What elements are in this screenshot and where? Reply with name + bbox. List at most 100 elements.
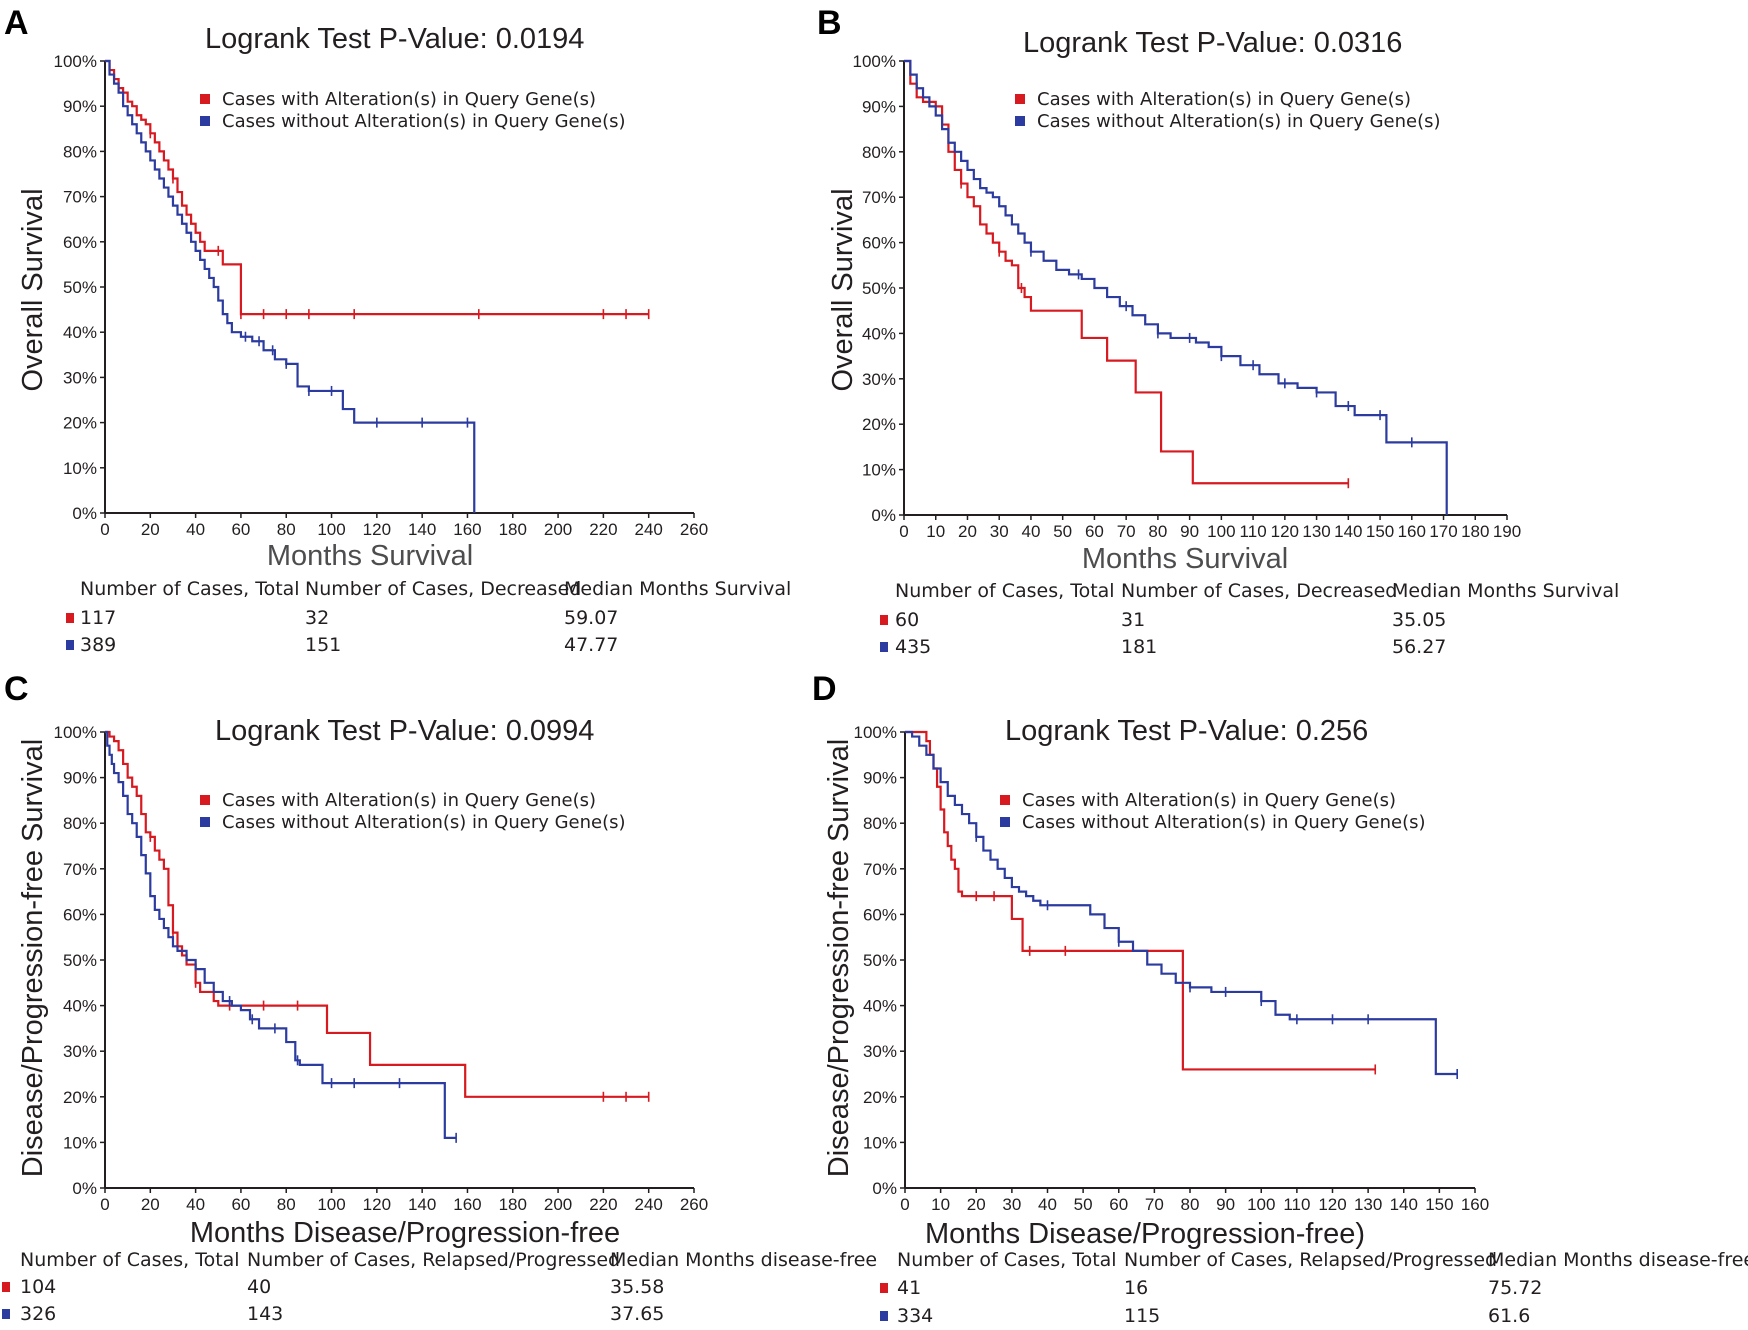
table-cell: 56.27 [1392, 636, 1446, 658]
table-row-marker-altered [2, 1282, 10, 1292]
y-tick-label: 60% [63, 905, 97, 924]
x-tick-label: 40 [1021, 522, 1040, 541]
table-row-marker-unaltered [880, 642, 888, 652]
y-tick-label: 70% [862, 188, 896, 207]
legend-label-altered: Cases with Alteration(s) in Query Gene(s… [1022, 790, 1396, 811]
legend-label-altered: Cases with Alteration(s) in Query Gene(s… [222, 89, 596, 110]
x-tick-label: 200 [544, 1195, 572, 1214]
x-tick-label: 220 [589, 1195, 617, 1214]
table-row-marker-altered [880, 615, 888, 625]
table-cell: 41 [897, 1277, 921, 1299]
y-tick-label: 80% [63, 814, 97, 833]
x-tick-label: 70 [1117, 522, 1136, 541]
y-axis-label: Overall Survival [17, 188, 49, 391]
y-tick-label: 90% [862, 97, 896, 116]
y-tick-label: 10% [863, 1133, 897, 1152]
table-row-marker-unaltered [880, 1311, 888, 1321]
legend-swatch-altered [200, 795, 210, 805]
panel-letter: D [812, 670, 837, 708]
y-tick-label: 0% [872, 1179, 897, 1198]
x-tick-label: 100 [317, 1195, 345, 1214]
x-tick-label: 120 [1318, 1195, 1346, 1214]
table-header: Number of Cases, Total [80, 578, 300, 600]
table-row-marker-altered [880, 1283, 888, 1293]
x-tick-label: 80 [277, 1195, 296, 1214]
x-tick-label: 20 [958, 522, 977, 541]
table-header: Number of Cases, Total [897, 1249, 1117, 1271]
table-header: Number of Cases, Relapsed/Progressed [247, 1249, 620, 1271]
y-tick-label: 50% [863, 951, 897, 970]
table-cell: 181 [1121, 636, 1157, 658]
x-tick-label: 110 [1240, 522, 1267, 541]
panel-letter: C [4, 670, 29, 708]
legend-swatch-altered [200, 94, 210, 104]
y-tick-label: 80% [863, 814, 897, 833]
x-tick-label: 80 [277, 520, 296, 539]
y-tick-label: 80% [63, 142, 97, 161]
x-tick-label: 40 [1038, 1195, 1057, 1214]
x-axis-label: Months Survival [1082, 543, 1288, 575]
table-cell: 31 [1121, 609, 1145, 631]
x-tick-label: 20 [967, 1195, 986, 1214]
table-cell: 143 [247, 1303, 283, 1325]
y-tick-label: 60% [863, 905, 897, 924]
table-header: Median Months Survival [1392, 580, 1619, 602]
y-tick-label: 40% [63, 323, 97, 342]
table-cell: 104 [20, 1276, 56, 1298]
x-tick-label: 120 [363, 1195, 391, 1214]
x-tick-label: 150 [1366, 522, 1394, 541]
x-tick-label: 110 [1283, 1195, 1310, 1214]
table-header: Number of Cases, Relapsed/Progressed [1124, 1249, 1497, 1271]
x-tick-label: 160 [1461, 1195, 1489, 1214]
x-tick-label: 180 [499, 1195, 527, 1214]
y-tick-label: 60% [63, 233, 97, 252]
table-header: Number of Cases, Total [895, 580, 1115, 602]
x-tick-label: 120 [363, 520, 391, 539]
y-tick-label: 70% [63, 188, 97, 207]
x-tick-label: 260 [680, 520, 708, 539]
y-axis-label: Overall Survival [827, 188, 859, 391]
y-tick-label: 70% [863, 860, 897, 879]
table-header: Median Months Survival [564, 578, 791, 600]
y-tick-label: 100% [853, 52, 896, 71]
table-cell: 60 [895, 609, 919, 631]
y-tick-label: 40% [63, 997, 97, 1016]
series-line-altered [105, 730, 649, 1098]
table-cell: 47.77 [564, 634, 618, 656]
x-tick-label: 40 [186, 1195, 205, 1214]
y-tick-label: 30% [63, 368, 97, 387]
chart-title: Logrank Test P-Value: 0.256 [1005, 715, 1368, 747]
table-cell: 16 [1124, 1277, 1148, 1299]
x-tick-label: 220 [589, 520, 617, 539]
legend-label-unaltered: Cases without Alteration(s) in Query Gen… [222, 111, 626, 132]
series-line-altered [105, 59, 649, 316]
y-tick-label: 30% [863, 1042, 897, 1061]
panel-c: C Logrank Test P-Value: 0.0994 0% 10% 20% 30%… [2, 670, 877, 1325]
legend-swatch-unaltered [1015, 116, 1025, 126]
y-tick-label: 20% [63, 414, 97, 433]
series-line-unaltered [904, 59, 1448, 515]
table-cell: 151 [305, 634, 341, 656]
x-tick-label: 180 [499, 520, 527, 539]
y-tick-label: 30% [63, 1042, 97, 1061]
y-tick-label: 60% [862, 234, 896, 253]
y-tick-label: 30% [862, 370, 896, 389]
x-tick-label: 260 [680, 1195, 708, 1214]
x-tick-label: 20 [141, 1195, 160, 1214]
legend-swatch-unaltered [1000, 817, 1010, 827]
table-cell: 75.72 [1488, 1277, 1542, 1299]
table-cell: 32 [305, 607, 329, 629]
y-tick-label: 10% [862, 461, 896, 480]
x-tick-label: 30 [990, 522, 1009, 541]
legend-label-unaltered: Cases without Alteration(s) in Query Gen… [222, 812, 626, 833]
panel-b: B Logrank Test P-Value: 0.0316 0% 10% 20% 30%… [817, 4, 1619, 658]
chart-title: Logrank Test P-Value: 0.0316 [1023, 27, 1402, 59]
panel-letter: B [817, 4, 842, 42]
legend-label-altered: Cases with Alteration(s) in Query Gene(s… [1037, 89, 1411, 110]
y-tick-label: 100% [54, 52, 97, 71]
panel-a: A Logrank Test P-Value: 0.0194 0% 10% 20% 30%… [4, 4, 791, 656]
x-tick-label: 100 [317, 520, 345, 539]
table-cell: 35.58 [610, 1276, 664, 1298]
y-tick-label: 100% [854, 723, 897, 742]
